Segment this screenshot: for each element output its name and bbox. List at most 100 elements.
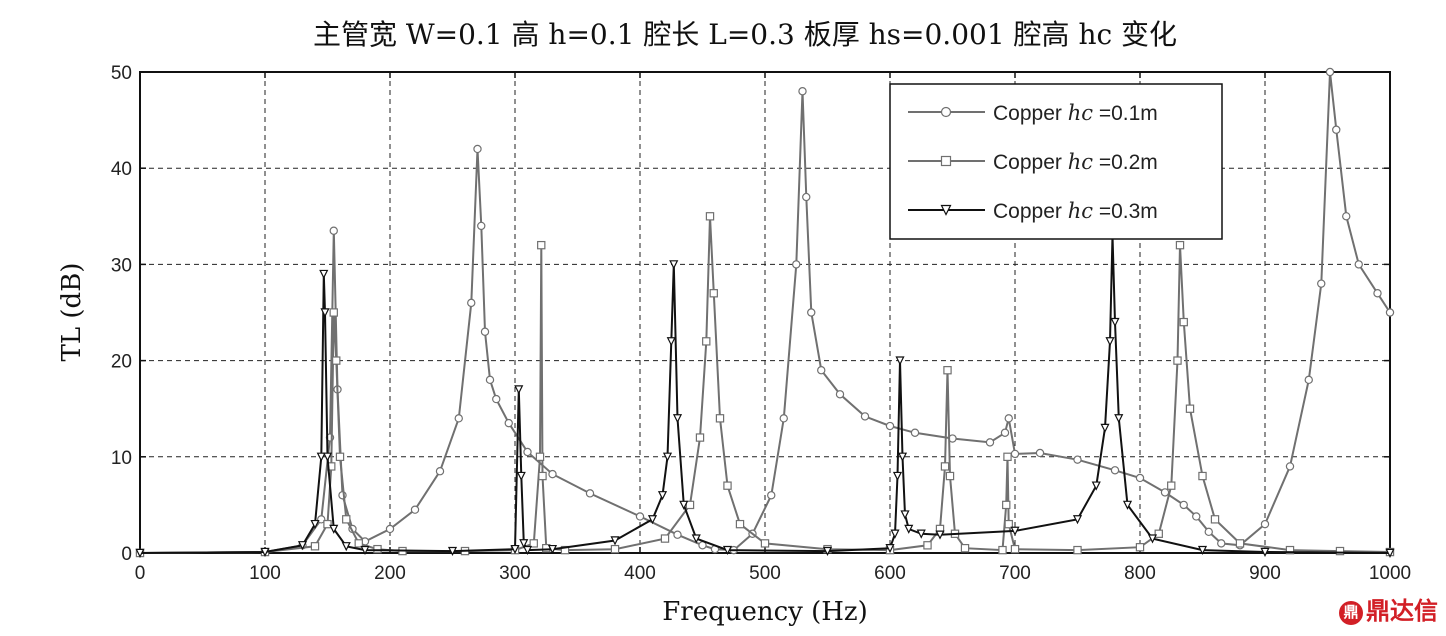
x-tick-label: 0: [135, 563, 146, 584]
data-point-circle: [940, 106, 952, 118]
data-point-circle: [1179, 500, 1188, 510]
x-tick-label: 900: [1249, 563, 1281, 584]
data-point-square: [1167, 481, 1176, 490]
data-point-triangle: [935, 530, 945, 540]
legend-label-variable: hc: [1068, 150, 1094, 174]
watermark-logo: 鼎鼎达信: [1339, 591, 1438, 626]
data-point-square: [705, 212, 715, 221]
legend-label-variable: hc: [1068, 199, 1094, 223]
data-point-triangle: [360, 545, 370, 556]
data-point-triangle: [940, 204, 952, 216]
data-point-triangle: [1010, 526, 1020, 536]
legend-label-suffix: =0.2m: [1093, 151, 1158, 174]
data-point-circle: [473, 144, 482, 154]
watermark-mark-icon: 鼎: [1339, 600, 1363, 625]
legend-entry-3: Copper hc =0.3m: [908, 199, 1158, 223]
legend-entry-2: Copper hc =0.2m: [908, 150, 1158, 174]
x-tick-label: 400: [624, 563, 656, 584]
data-point-triangle: [341, 542, 351, 552]
data-point-circle: [523, 447, 532, 457]
data-point-square: [735, 519, 745, 529]
data-point-circle: [1373, 289, 1382, 298]
series-line: [139, 216, 1391, 554]
data-point-circle: [1160, 488, 1170, 497]
legend-label: Copper hc =0.1m: [993, 101, 1158, 125]
y-tick-label: 20: [111, 352, 132, 373]
data-point-square: [1135, 543, 1145, 552]
x-tick-label: 1000: [1369, 563, 1411, 584]
data-point-circle: [792, 260, 801, 269]
data-point-circle: [435, 467, 445, 476]
data-point-circle: [504, 418, 513, 428]
data-point-circle: [910, 428, 920, 437]
data-point-square: [1185, 404, 1195, 413]
data-point-circle: [1260, 519, 1270, 529]
data-point-circle: [673, 530, 682, 539]
data-point-triangle: [822, 546, 833, 557]
data-point-triangle: [1147, 534, 1158, 544]
data-point-triangle: [297, 541, 308, 551]
data-point-triangle: [1091, 481, 1101, 491]
y-tick-label: 0: [121, 544, 132, 565]
data-point-square: [695, 433, 705, 442]
data-point-circle: [1204, 527, 1213, 537]
data-point-circle: [585, 489, 595, 498]
series-layer: [135, 67, 1395, 558]
data-point-triangle: [329, 524, 339, 534]
data-point-square: [373, 544, 382, 554]
data-point-square: [960, 543, 970, 553]
data-point-triangle: [547, 544, 558, 555]
data-point-square: [323, 519, 332, 529]
data-point-circle: [1004, 414, 1013, 423]
data-point-square: [709, 289, 718, 298]
data-point-triangle: [916, 529, 926, 539]
data-point-circle: [1192, 512, 1201, 521]
x-tick-label: 600: [874, 563, 906, 584]
data-point-circle: [798, 87, 807, 96]
y-tick-labels: 0 10 20 30 40 50: [111, 63, 132, 565]
data-point-triangle: [900, 510, 910, 520]
y-tick-label: 10: [111, 448, 132, 469]
y-tick-label: 30: [111, 255, 132, 276]
data-point-circle: [480, 327, 490, 336]
data-point-square: [354, 539, 363, 548]
data-point-square: [1002, 500, 1011, 510]
data-point-circle: [1073, 455, 1082, 464]
data-point-square: [702, 337, 711, 346]
data-point-triangle: [669, 260, 679, 270]
data-point-triangle: [895, 356, 905, 366]
data-point-circle: [860, 412, 870, 421]
data-point-square: [610, 544, 620, 554]
data-point-square: [310, 542, 320, 551]
x-tick-label: 800: [1124, 563, 1156, 584]
data-point-square: [1173, 356, 1182, 365]
data-point-triangle: [316, 452, 326, 462]
data-point-square: [1198, 471, 1207, 481]
data-point-triangle: [320, 308, 330, 318]
data-point-triangle: [260, 547, 270, 557]
data-point-circle: [548, 469, 557, 479]
data-point-triangle: [672, 414, 683, 424]
legend-entry-1: Copper hc =0.1m: [908, 101, 1158, 125]
data-point-circle: [317, 515, 326, 524]
data-point-circle: [1385, 308, 1395, 317]
data-point-square: [335, 452, 345, 462]
data-point-triangle: [904, 524, 914, 534]
data-point-triangle: [885, 543, 895, 554]
data-point-triangle: [310, 519, 320, 530]
legend-label-prefix: Copper: [993, 102, 1068, 125]
data-point-square: [535, 452, 545, 462]
data-point-square: [685, 500, 695, 510]
watermark-text: 鼎达信: [1366, 598, 1438, 625]
x-tick-labels: 0 100 200 300 400 500 600 700 800 900 1000: [135, 563, 1411, 584]
data-point-circle: [1035, 448, 1045, 458]
data-point-circle: [817, 366, 826, 375]
series-3: [135, 231, 1395, 558]
data-point-square: [1154, 529, 1163, 538]
legend-label-prefix: Copper: [993, 200, 1068, 223]
data-point-square: [529, 539, 538, 548]
data-point-square: [660, 534, 670, 543]
data-point-triangle: [322, 452, 333, 462]
